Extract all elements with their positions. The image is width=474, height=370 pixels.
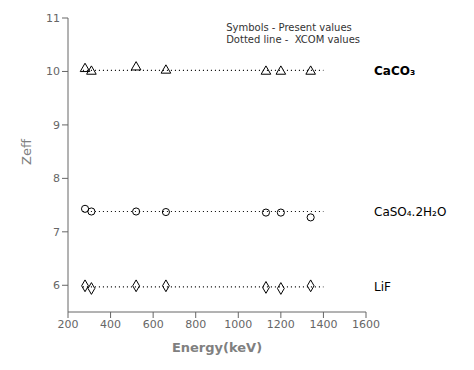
svg-text:7: 7	[53, 226, 60, 239]
svg-text:600: 600	[143, 318, 164, 331]
svg-text:9: 9	[53, 119, 60, 132]
html-text:Symbols - Present values: Symbols - Present values	[226, 22, 352, 33]
svg-text:1600: 1600	[352, 318, 380, 331]
svg-text:CaCO₃: CaCO₃	[374, 64, 415, 78]
svg-text:800: 800	[185, 318, 206, 331]
svg-text:CaSO₄.2H₂O: CaSO₄.2H₂O	[374, 205, 446, 219]
svg-text:1000: 1000	[224, 318, 252, 331]
svg-text:1200: 1200	[267, 318, 295, 331]
html-text:Dotted line - XCOM values: Dotted line - XCOM values	[226, 34, 360, 45]
svg-text:8: 8	[53, 172, 60, 185]
svg-text:1400: 1400	[309, 318, 337, 331]
svg-text:10: 10	[46, 65, 60, 78]
svg-text:400: 400	[100, 318, 121, 331]
svg-text:11: 11	[46, 12, 60, 25]
svg-text:Zeff: Zeff	[19, 138, 34, 165]
svg-text:LiF: LiF	[374, 280, 391, 294]
svg-text:Energy(keV): Energy(keV)	[172, 340, 262, 355]
svg-text:200: 200	[58, 318, 79, 331]
svg-text:6: 6	[53, 279, 60, 292]
